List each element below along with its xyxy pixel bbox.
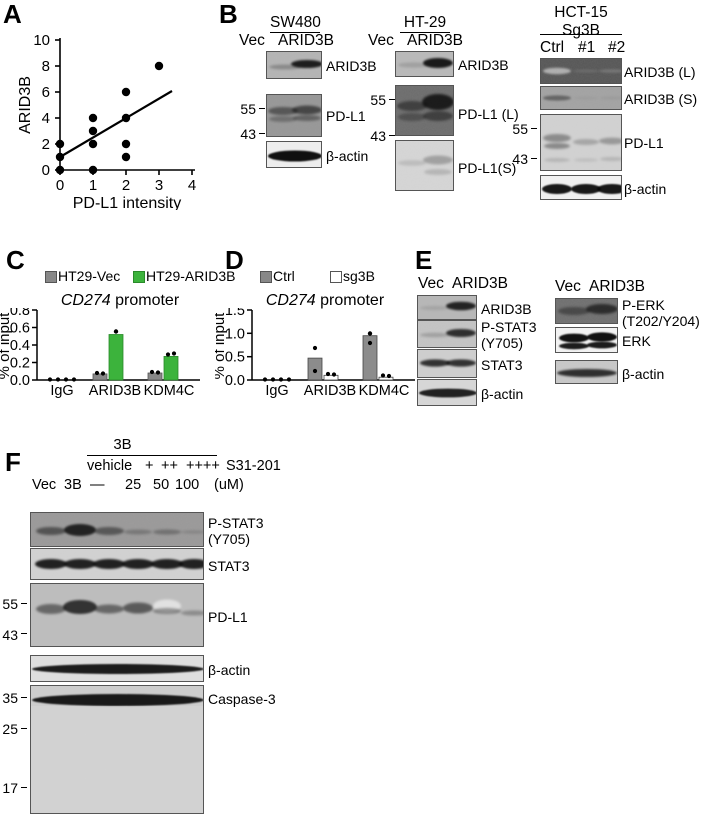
svg-text:PD-L1 intensity: PD-L1 intensity	[73, 195, 182, 210]
svg-text:ARID3B: ARID3B	[89, 383, 141, 398]
svg-text:10: 10	[33, 32, 50, 49]
svg-text:6: 6	[42, 84, 50, 101]
svg-text:% of input: % of input	[0, 312, 13, 380]
svg-text:% of input: % of input	[215, 312, 228, 380]
svg-text:ARID3B: ARID3B	[17, 76, 34, 134]
svg-text:IgG: IgG	[265, 383, 288, 398]
svg-text:4: 4	[42, 110, 50, 127]
svg-text:0: 0	[42, 162, 50, 179]
svg-text:ARID3B: ARID3B	[304, 383, 356, 398]
svg-text:KDM4C: KDM4C	[144, 383, 195, 398]
svg-text:8: 8	[42, 58, 50, 75]
svg-text:IgG: IgG	[50, 383, 73, 398]
svg-text:KDM4C: KDM4C	[359, 383, 410, 398]
svg-text:1: 1	[89, 177, 97, 194]
svg-text:2: 2	[122, 177, 130, 194]
svg-text:2: 2	[42, 136, 50, 153]
svg-text:4: 4	[188, 177, 196, 194]
svg-text:0: 0	[56, 177, 64, 194]
svg-text:3: 3	[155, 177, 163, 194]
